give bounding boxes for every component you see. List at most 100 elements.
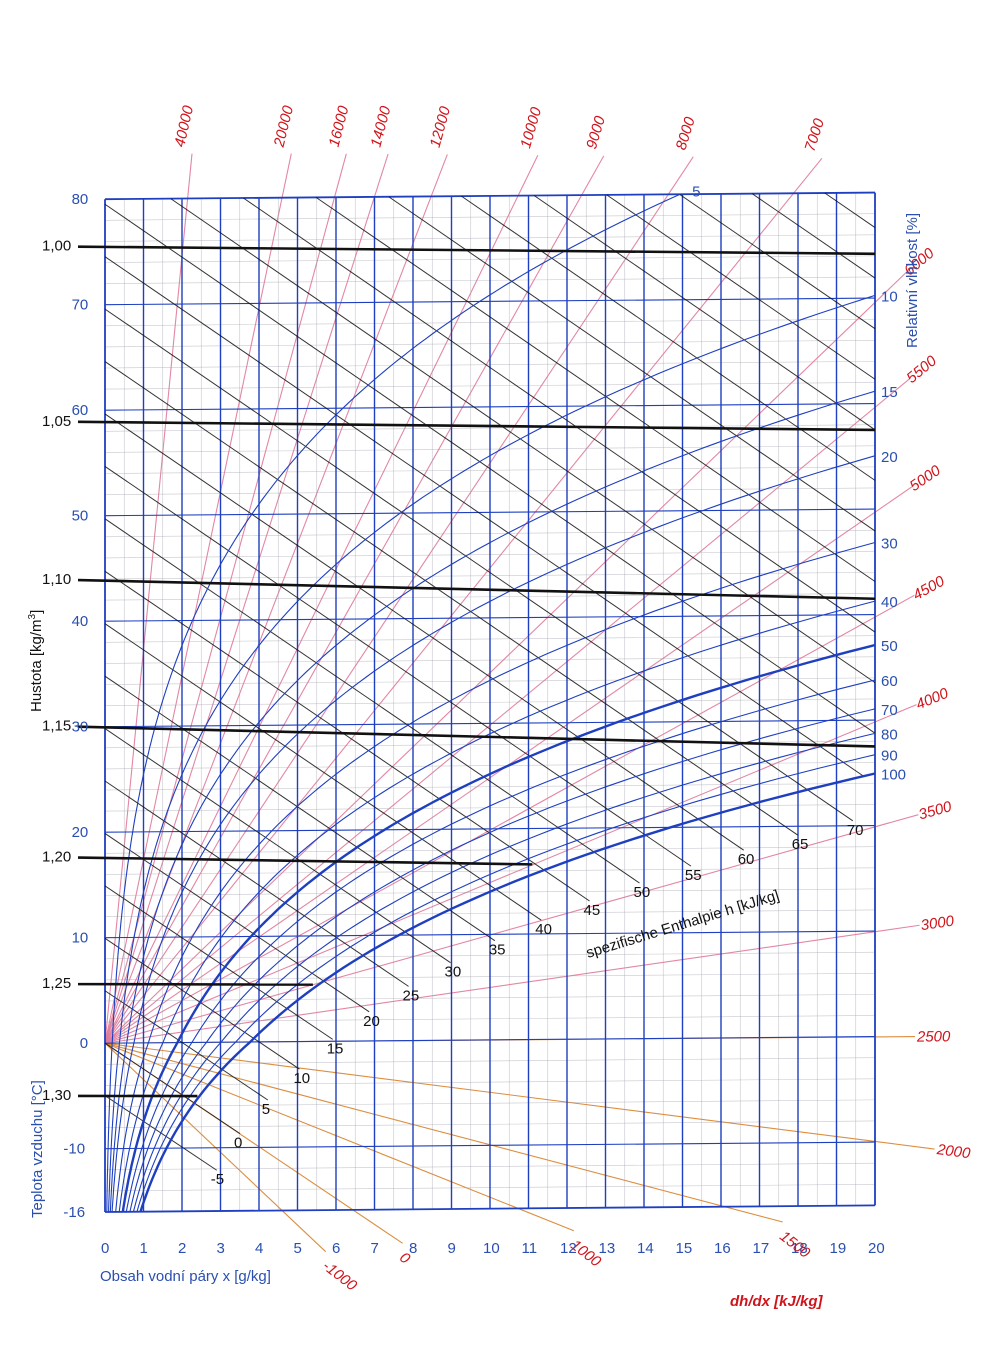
y-tick-label: 30	[72, 719, 89, 736]
enthalpy-line	[104, 308, 854, 822]
density-label: 1,10	[42, 571, 71, 588]
rh-label: 40	[881, 594, 898, 611]
density-label: 1,00	[42, 238, 71, 255]
direction-line	[104, 155, 605, 1044]
x-tick-label: 8	[409, 1240, 417, 1257]
enthalpy-label: 60	[738, 851, 755, 868]
rh-label: 70	[881, 702, 898, 719]
density-line	[77, 578, 876, 601]
x-tick-label: 4	[255, 1240, 263, 1257]
direction-label: 16000	[326, 104, 353, 149]
rh-curve	[108, 294, 876, 1213]
rh-curve	[118, 600, 876, 1212]
y-axis-density-title: Hustota [kg/m3]	[27, 610, 45, 712]
rh-curve	[139, 772, 876, 1213]
rh-curve	[121, 643, 876, 1212]
x-tick-label: 9	[448, 1240, 456, 1257]
isotherm-line	[104, 191, 876, 201]
y-tick-label: 20	[72, 824, 89, 841]
density-lines-group: 1,00 1,05 1,10 1,15 1,20 1,25 1,30	[42, 238, 876, 1104]
direction-label: 5000	[907, 462, 945, 495]
isotherm-line	[104, 930, 876, 939]
direction-line	[104, 156, 694, 1044]
x-tick-label: 18	[791, 1240, 808, 1257]
enthalpy-label: 0	[234, 1135, 242, 1152]
x-tick-label: 6	[332, 1240, 340, 1257]
x-tick-label: 17	[753, 1240, 770, 1257]
x-tick-label: 0	[101, 1240, 109, 1257]
enthalpy-label: 20	[363, 1013, 380, 1030]
enthalpy-line	[388, 196, 876, 532]
enthalpy-label: 55	[685, 867, 702, 884]
enthalpy-label: 40	[535, 921, 552, 938]
enthalpy-line	[104, 833, 370, 1013]
y-tick-label: 50	[72, 508, 89, 525]
enthalpy-label: -5	[211, 1171, 224, 1188]
direction-line	[104, 924, 920, 1044]
y-tick-label: 70	[72, 297, 89, 314]
x-tick-label: 2	[178, 1240, 186, 1257]
direction-label: 10000	[517, 105, 545, 150]
isotherm-line	[104, 297, 876, 306]
direction-label: 2000	[935, 1141, 972, 1162]
density-line	[77, 856, 533, 866]
rh-curve	[111, 455, 876, 1212]
direction-line	[104, 1042, 575, 1232]
rh-label: 50	[881, 638, 898, 655]
direction-label: 20000	[270, 103, 297, 149]
density-label: 1,25	[42, 975, 71, 992]
enthalpy-line	[104, 361, 798, 836]
isotherm-line	[104, 1036, 876, 1044]
x-tick-label: 11	[522, 1240, 538, 1257]
density-label: 1,20	[42, 849, 71, 866]
enthalpy-label: 15	[327, 1040, 344, 1057]
y-tick-label: 40	[72, 613, 89, 630]
enthalpy-line	[104, 675, 496, 942]
density-line	[77, 245, 876, 256]
enthalpy-line	[533, 195, 876, 431]
direction-line	[104, 157, 823, 1044]
direction-label: 4500	[910, 572, 948, 603]
density-label: 1,30	[42, 1087, 71, 1104]
direction-label: 4000	[914, 685, 952, 714]
rh-curve	[109, 390, 876, 1213]
rh-curve	[106, 193, 681, 1213]
isotherm-line	[104, 1141, 876, 1150]
direction-line	[104, 814, 919, 1044]
isotherm-line	[104, 825, 876, 833]
rh-curve	[129, 708, 876, 1212]
isotherm-line	[104, 614, 876, 622]
enthalpy-line	[104, 203, 876, 734]
enthalpy-line	[824, 192, 876, 228]
y-tick-label: 80	[72, 191, 89, 208]
enthalpy-line	[104, 885, 333, 1040]
x-tick-label: 12	[560, 1240, 577, 1257]
direction-label: -1000	[319, 1257, 360, 1294]
enthalpy-line	[104, 780, 409, 987]
enthalpy-line	[104, 990, 269, 1101]
rh-curve	[125, 679, 876, 1212]
x-tick-label: 19	[830, 1240, 847, 1257]
direction-line	[104, 153, 193, 1044]
y-tick-label: 10	[72, 930, 89, 947]
enthalpy-line	[243, 197, 876, 633]
direction-label: 12000	[427, 104, 455, 149]
x-tick-label: 20	[868, 1240, 885, 1257]
x-tick-label: 16	[714, 1240, 731, 1257]
enthalpy-line	[104, 937, 300, 1070]
enthalpy-label: 70	[847, 822, 864, 839]
enthalpy-line	[606, 194, 876, 380]
y-tick-label: 60	[72, 402, 89, 419]
x-tick-label: 13	[599, 1240, 616, 1257]
direction-line	[104, 1042, 935, 1150]
y-tick-label: -16	[63, 1204, 85, 1221]
rh-label: 80	[881, 726, 898, 743]
tick-labels-group: 0 1 2 3 4 5 6 7 8 9 10 11 12 13 14 15 16 17 18 19 2080706050…	[63, 191, 884, 1257]
direction-label: 5500	[903, 352, 940, 387]
direction-scale-title: dh/dx [kJ/kg]	[730, 1293, 824, 1310]
enthalpy-line	[315, 196, 876, 582]
density-line	[77, 725, 876, 748]
direction-label: 8000	[673, 115, 699, 153]
direction-line	[104, 153, 292, 1044]
